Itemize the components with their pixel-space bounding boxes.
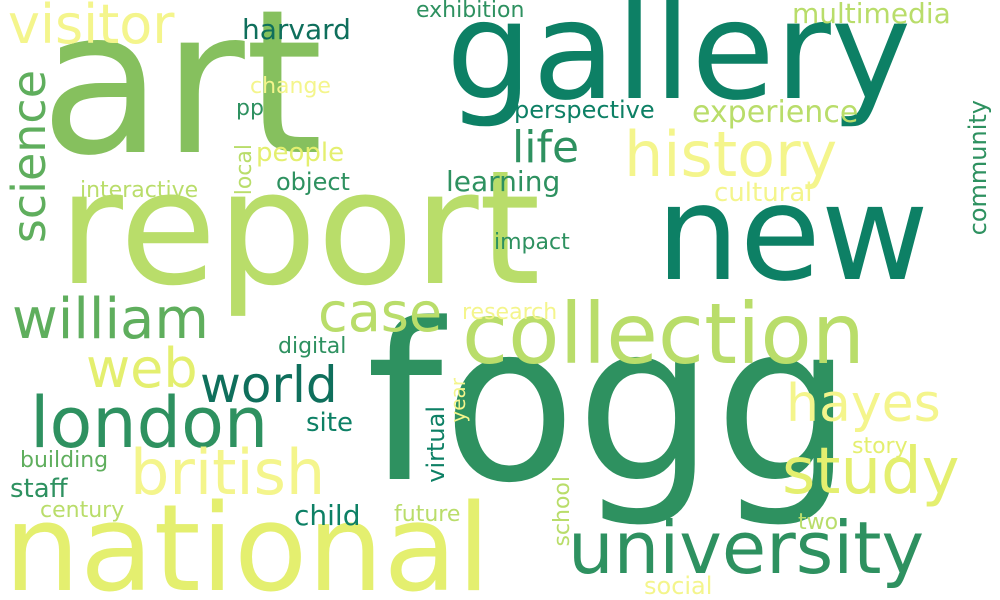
word-learning: learning bbox=[446, 165, 561, 198]
word-research: research bbox=[462, 300, 558, 325]
word-british: british bbox=[130, 436, 326, 509]
word-case: case bbox=[318, 281, 443, 344]
word-world: world bbox=[200, 356, 338, 414]
word-exhibition: exhibition bbox=[416, 0, 525, 23]
word-william: william bbox=[12, 287, 209, 352]
word-school: school bbox=[550, 476, 575, 547]
word-hayes: hayes bbox=[786, 374, 941, 434]
word-story: story bbox=[852, 434, 908, 459]
word-community: community bbox=[964, 100, 992, 236]
word-national: national bbox=[4, 480, 491, 600]
word-art: art bbox=[40, 0, 324, 200]
word-virtual: virtual bbox=[422, 406, 450, 483]
word-cultural: cultural bbox=[714, 178, 813, 208]
word-london: london bbox=[30, 382, 269, 464]
word-change: change bbox=[250, 74, 331, 99]
word-people: people bbox=[256, 138, 345, 168]
word-perspective: perspective bbox=[514, 96, 655, 124]
word-harvard: harvard bbox=[242, 13, 351, 46]
word-report: report bbox=[58, 137, 541, 321]
word-digital: digital bbox=[278, 334, 347, 359]
word-social: social bbox=[644, 572, 713, 600]
word-university: university bbox=[568, 506, 925, 590]
word-building: building bbox=[20, 448, 109, 473]
word-life: life bbox=[512, 122, 580, 173]
word-century: century bbox=[40, 498, 125, 523]
word-multimedia: multimedia bbox=[792, 0, 951, 30]
word-experience: experience bbox=[692, 95, 859, 130]
word-site: site bbox=[306, 408, 353, 438]
word-history: history bbox=[624, 118, 838, 191]
word-collection: collection bbox=[462, 285, 866, 383]
word-pp: pp bbox=[236, 96, 264, 121]
word-interactive: interactive bbox=[80, 178, 199, 203]
word-child: child bbox=[294, 499, 361, 532]
word-future: future bbox=[394, 502, 461, 527]
word-two: two bbox=[798, 510, 839, 535]
word-local: local bbox=[232, 144, 257, 196]
word-study: study bbox=[782, 435, 960, 509]
word-gallery: gallery bbox=[446, 0, 912, 131]
word-impact: impact bbox=[494, 230, 570, 255]
word-science: science bbox=[2, 70, 56, 244]
word-web: web bbox=[86, 337, 198, 400]
word-new: new bbox=[656, 157, 929, 311]
word-fogg: fogg bbox=[366, 278, 853, 531]
word-year: year bbox=[446, 378, 470, 423]
word-object: object bbox=[276, 168, 350, 196]
word-staff: staff bbox=[10, 474, 68, 504]
word-visitor: visitor bbox=[8, 0, 175, 56]
